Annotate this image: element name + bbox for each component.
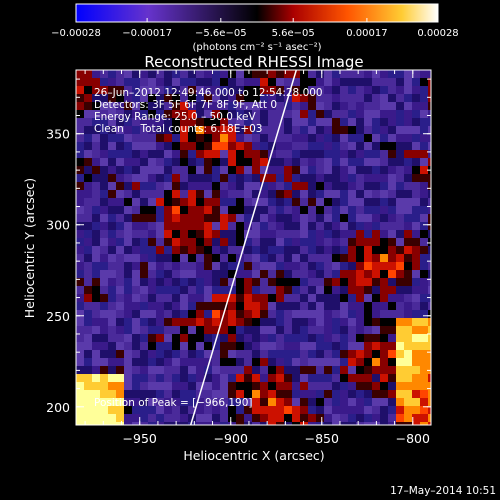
x-axis: −950 −900 −850 −800 [84, 70, 432, 446]
colorbar-unit-label: (photons cm⁻² s⁻¹ asec⁻²) [192, 42, 321, 53]
colorbar-ticks: −0.00028 −0.00017 −5.6e−05 5.6e−05 0.00017 0.… [51, 18, 459, 39]
x-tick-label: −900 [214, 431, 248, 446]
y-axis: 200 250 300 350 [46, 78, 431, 426]
info-annotations: 26–Jun–2012 12:49:46.000 to 12:54:28.000… [94, 87, 323, 135]
colorbar-tick-label: 0.00017 [346, 28, 387, 39]
y-tick-label: 200 [46, 400, 70, 415]
annotation-energy: Energy Range: 25.0 – 50.0 keV [94, 111, 256, 123]
solar-limb-line [189, 70, 298, 425]
x-axis-label: Heliocentric X (arcsec) [183, 448, 324, 463]
annotation-detectors: Detectors: 3F 5F 6F 7F 8F 9F, Att 0 [94, 99, 277, 111]
x-tick-label: −800 [396, 431, 430, 446]
annotation-time: 26–Jun–2012 12:49:46.000 to 12:54:28.000 [94, 87, 323, 99]
colorbar-tick-label: 0.00028 [417, 28, 458, 39]
colorbar-tick-label: −0.00017 [122, 28, 172, 39]
x-tick-label: −850 [305, 431, 339, 446]
plot-frame [75, 69, 432, 426]
y-tick-label: 250 [46, 309, 70, 324]
heatmap-image [76, 70, 431, 425]
colorbar-tick-label: −0.00028 [51, 28, 101, 39]
chart-title: Reconstructed RHESSI Image [144, 53, 363, 71]
y-tick-label: 350 [46, 127, 70, 142]
annotation-counts: Clean Total counts: 6.18E+03 [94, 123, 263, 135]
x-tick-label: −950 [123, 431, 157, 446]
colorbar [75, 3, 439, 23]
colorbar-tick-label: −5.6e−05 [195, 28, 247, 39]
peak-position-label: Position of Peak = [−966,190] [94, 397, 253, 409]
y-axis-label: Heliocentric Y (arcsec) [22, 178, 37, 318]
colorbar-tick-label: 5.6e−05 [272, 28, 315, 39]
y-tick-label: 300 [46, 218, 70, 233]
render-timestamp: 17–May–2014 10:51 [390, 485, 496, 497]
